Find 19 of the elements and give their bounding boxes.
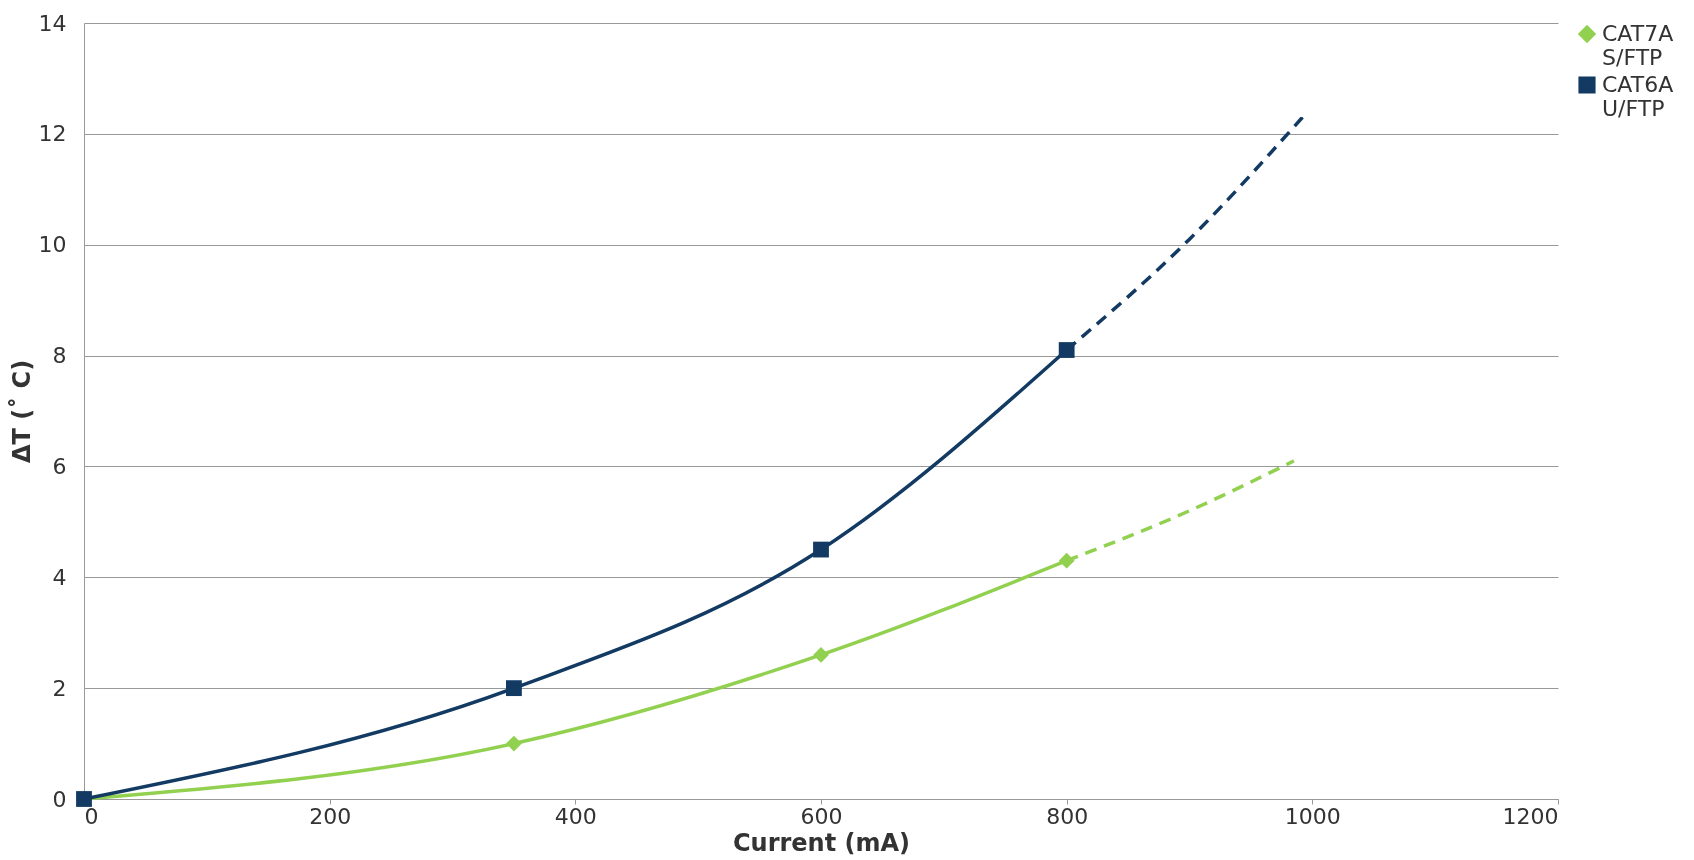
y-tick-label: 6 bbox=[52, 453, 67, 479]
x-tick-label: 200 bbox=[309, 803, 352, 829]
x-tick-label: 1000 bbox=[1284, 803, 1341, 829]
x-tick-label: 800 bbox=[1046, 803, 1089, 829]
y-tick-label: 8 bbox=[52, 343, 67, 369]
x-tick-label: 400 bbox=[554, 803, 597, 829]
y-axis-title: ΔT (˚ C) bbox=[7, 359, 36, 464]
y-tick-label: 2 bbox=[52, 675, 67, 701]
x-tick-label: 1200 bbox=[1502, 803, 1559, 829]
y-tick-label: 14 bbox=[38, 10, 67, 36]
y-tick-label: 10 bbox=[38, 232, 67, 258]
x-tick-label: 0 bbox=[84, 803, 99, 829]
legend-label: CAT6A U/FTP bbox=[1602, 72, 1674, 121]
y-tick-label: 12 bbox=[38, 121, 67, 147]
y-tick-label: 0 bbox=[52, 786, 67, 812]
legend-label: CAT7A S/FTP bbox=[1602, 21, 1674, 70]
y-tick-label: 4 bbox=[52, 564, 67, 590]
x-axis-title: Current (mA) bbox=[732, 828, 911, 857]
x-tick-label: 600 bbox=[800, 803, 843, 829]
